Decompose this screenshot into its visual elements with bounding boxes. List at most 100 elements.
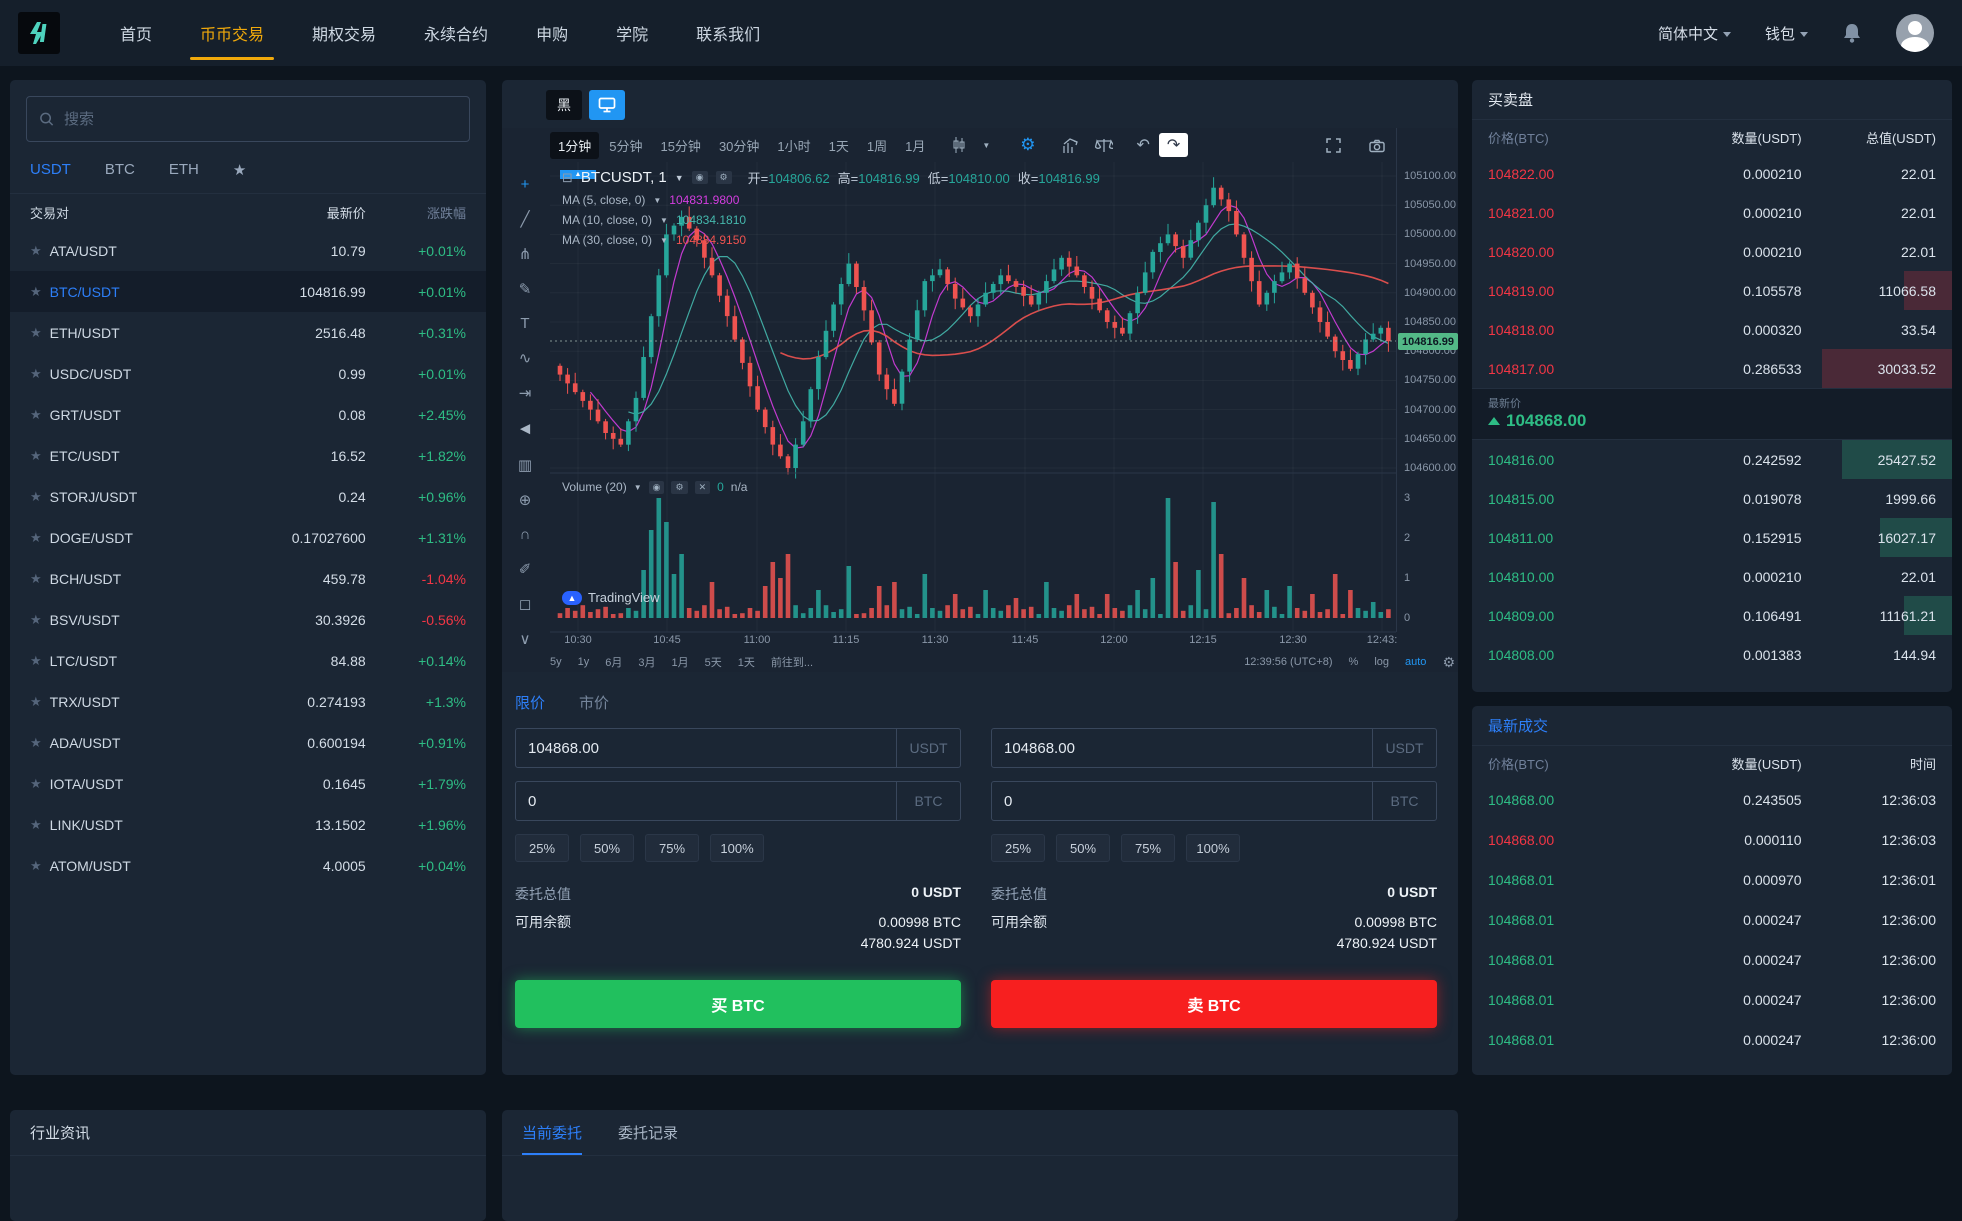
bid-row[interactable]: 104815.00 0.019078 1999.66 xyxy=(1488,490,1936,507)
timeframe-button[interactable]: 1天 xyxy=(828,138,849,154)
search-input[interactable] xyxy=(64,110,457,128)
sell-percent-button[interactable]: 75% xyxy=(1121,834,1175,862)
timeframe-button[interactable]: 1月 xyxy=(905,138,926,154)
pair-row[interactable]: ★ BSV/USDT 30.3926 -0.56% xyxy=(30,611,466,628)
star-icon[interactable]: ★ xyxy=(30,242,42,258)
notification-bell-icon[interactable] xyxy=(1842,22,1862,44)
buy-submit-button[interactable]: 买 BTC xyxy=(515,980,961,1028)
zoom-in-icon[interactable]: ⊕ xyxy=(518,492,532,509)
nav-item[interactable]: 申购 xyxy=(536,27,569,44)
pair-row[interactable]: ★ ETC/USDT 16.52 +1.82% xyxy=(30,447,466,464)
tradingview-watermark[interactable]: ▲ TradingView xyxy=(562,590,660,605)
xabcd-pattern-icon[interactable]: ∿ xyxy=(518,350,532,367)
pair-row[interactable]: ★ GRT/USDT 0.08 +2.45% xyxy=(30,406,466,423)
collapse-legend-icon[interactable]: ⊟ xyxy=(562,169,573,185)
buy-percent-button[interactable]: 100% xyxy=(710,834,764,862)
ask-row[interactable]: 104817.00 0.286533 30033.52 xyxy=(1472,349,1952,388)
ask-row[interactable]: 104821.00 0.000210 22.01 xyxy=(1488,204,1936,221)
buy-percent-button[interactable]: 50% xyxy=(580,834,634,862)
buy-price-input[interactable] xyxy=(516,729,896,767)
fullscreen-icon[interactable] xyxy=(1319,136,1348,155)
compare-icon[interactable] xyxy=(1088,136,1120,155)
range-button[interactable]: 5天 xyxy=(704,657,722,669)
star-icon[interactable]: ★ xyxy=(30,816,42,832)
range-button[interactable]: 5y xyxy=(550,656,562,668)
wallet-menu[interactable]: 钱包 xyxy=(1765,23,1808,44)
pair-row[interactable]: ★ BCH/USDT 459.78 -1.04% xyxy=(30,570,466,587)
magnet-icon[interactable]: ∩ xyxy=(519,526,531,543)
star-icon[interactable]: ★ xyxy=(30,857,42,873)
text-tool-icon[interactable]: T xyxy=(520,315,530,332)
nav-item[interactable]: 首页 xyxy=(120,27,153,44)
gear-icon[interactable]: ⚙ xyxy=(715,171,732,184)
camera-icon[interactable] xyxy=(1362,136,1392,155)
eye-icon[interactable]: ◉ xyxy=(648,480,665,494)
redo-icon[interactable]: ↷ xyxy=(1158,133,1189,157)
range-button[interactable]: 3月 xyxy=(638,657,656,669)
range-button[interactable]: 1y xyxy=(577,656,590,668)
star-icon[interactable]: ★ xyxy=(30,529,42,545)
chevron-down-icon[interactable]: ▼ xyxy=(660,215,668,225)
brand-logo[interactable] xyxy=(18,12,60,54)
sell-percent-button[interactable]: 100% xyxy=(1186,834,1240,862)
chevron-down-icon[interactable]: ▼ xyxy=(633,482,642,492)
sell-percent-button[interactable]: 25% xyxy=(991,834,1045,862)
pitchfork-icon[interactable]: ⋔ xyxy=(518,246,532,263)
ask-row[interactable]: 104819.00 0.105578 11066.58 xyxy=(1472,271,1952,310)
orders-tab[interactable]: 当前委托 xyxy=(522,1110,583,1155)
gear-icon[interactable]: ⚙ xyxy=(1442,653,1455,670)
buy-percent-button[interactable]: 25% xyxy=(515,834,569,862)
nav-item[interactable]: 联系我们 xyxy=(696,27,761,44)
language-selector[interactable]: 简体中文 xyxy=(1658,23,1731,44)
crosshair-icon[interactable]: + xyxy=(520,176,530,193)
price-axis[interactable]: 105100.00 105050.00 105000.00 104950.00 1049… xyxy=(1396,128,1458,632)
sell-percent-button[interactable]: 50% xyxy=(1056,834,1110,862)
star-icon[interactable]: ★ xyxy=(30,283,42,299)
pair-row[interactable]: ★ LTC/USDT 84.88 +0.14% xyxy=(30,652,466,669)
range-button[interactable]: 6月 xyxy=(605,657,623,669)
candlestick-chart[interactable] xyxy=(550,128,1396,672)
quote-tab[interactable]: ETH xyxy=(168,161,199,178)
range-button[interactable]: 1天 xyxy=(737,657,755,669)
lock-icon[interactable]: ◻ xyxy=(518,596,532,613)
pair-row[interactable]: ★ BTC/USDT 104816.99 +0.01% xyxy=(10,271,486,312)
star-icon[interactable]: ★ xyxy=(30,447,42,463)
timeframe-button[interactable]: 1小时 xyxy=(777,138,811,154)
pair-row[interactable]: ★ TRX/USDT 0.274193 +1.3% xyxy=(30,693,466,710)
pair-row[interactable]: ★ DOGE/USDT 0.17027600 +1.31% xyxy=(30,529,466,546)
nav-item[interactable]: 期权交易 xyxy=(312,27,377,44)
theme-dark-button[interactable]: 黑 xyxy=(546,90,582,120)
gear-icon[interactable]: ⚙ xyxy=(1020,135,1036,154)
user-avatar[interactable] xyxy=(1896,14,1934,52)
star-icon[interactable]: ★ xyxy=(30,775,42,791)
pair-row[interactable]: ★ ADA/USDT 0.600194 +0.91% xyxy=(30,734,466,751)
timeframe-button[interactable]: 1分钟 xyxy=(550,131,600,159)
bid-row[interactable]: 104810.00 0.000210 22.01 xyxy=(1488,568,1936,585)
nav-item[interactable]: 永续合约 xyxy=(424,27,489,44)
buy-qty-input[interactable] xyxy=(516,782,896,820)
gear-icon[interactable]: ⚙ xyxy=(671,480,688,494)
forecast-icon[interactable]: ⇥ xyxy=(518,385,532,402)
bid-row[interactable]: 104811.00 0.152915 16027.17 xyxy=(1472,518,1952,557)
chevron-down-icon[interactable]: ∨ xyxy=(519,631,531,648)
arrow-left-icon[interactable]: ◄ xyxy=(516,419,534,438)
screen-mode-button[interactable] xyxy=(589,90,625,120)
close-icon[interactable]: ✕ xyxy=(694,480,711,494)
star-icon[interactable]: ★ xyxy=(30,324,42,340)
brush-icon[interactable]: ✎ xyxy=(518,281,532,298)
indicators-icon[interactable] xyxy=(1055,136,1086,155)
pair-row[interactable]: ★ ETH/USDT 2516.48 +0.31% xyxy=(30,324,466,341)
range-button[interactable]: 前往到... xyxy=(770,657,814,669)
star-icon[interactable]: ★ xyxy=(30,406,42,422)
nav-item[interactable]: 币币交易 xyxy=(176,0,288,66)
sell-qty-input[interactable] xyxy=(992,782,1372,820)
star-icon[interactable]: ★ xyxy=(30,693,42,709)
axis-mode-%[interactable]: % xyxy=(1348,656,1359,668)
quote-tab[interactable]: USDT xyxy=(30,161,71,178)
chart-symbol[interactable]: BTCUSDT, 1 xyxy=(580,169,667,186)
order-type-tab[interactable]: 限价 xyxy=(515,695,546,712)
bid-row[interactable]: 104808.00 0.001383 144.94 xyxy=(1488,646,1936,663)
ask-row[interactable]: 104820.00 0.000210 22.01 xyxy=(1488,243,1936,260)
draw-edit-icon[interactable]: ✐ xyxy=(518,561,532,578)
nav-item[interactable]: 学院 xyxy=(616,27,649,44)
